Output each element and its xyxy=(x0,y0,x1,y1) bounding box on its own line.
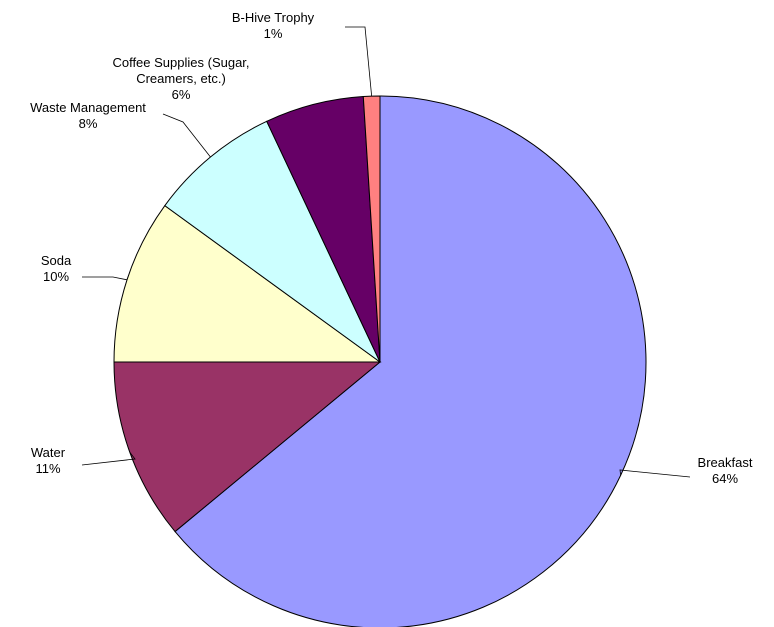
slice-label-b-hive-trophy: B-Hive Trophy 1% xyxy=(232,10,315,41)
slice-label-water: Water 11% xyxy=(31,445,66,476)
slice-name-label: Water xyxy=(31,445,66,460)
slice-name-label: Breakfast xyxy=(698,455,753,470)
slice-name-label: Coffee Supplies (Sugar, xyxy=(112,55,249,70)
slice-label-breakfast: Breakfast 64% xyxy=(698,455,753,486)
slice-name-label: Creamers, etc.) xyxy=(136,71,226,86)
slice-percent-label: 6% xyxy=(172,87,191,102)
pie-slices xyxy=(113,95,647,627)
slice-percent-label: 10% xyxy=(43,269,69,284)
pie-slice-soda xyxy=(113,204,382,363)
slice-labels: Breakfast 64% Water 11% Soda 10% Waste Managem… xyxy=(30,10,753,486)
slice-percent-label: 64% xyxy=(712,471,738,486)
slice-percent-label: 8% xyxy=(79,116,98,131)
pie-slice-water xyxy=(113,361,382,533)
slice-label-waste-management: Waste Management 8% xyxy=(30,100,146,131)
leader-line-breakfast xyxy=(619,469,691,478)
leader-lines xyxy=(81,26,691,478)
pie-slice-b-hive-trophy xyxy=(362,95,381,363)
leader-line-water xyxy=(81,451,136,466)
slice-label-coffee-supplies-sugar-creamers-etc: Coffee Supplies (Sugar, Creamers, etc.) 6% xyxy=(112,55,249,102)
slice-name-label: Waste Management xyxy=(30,100,146,115)
leader-line-waste-management xyxy=(162,113,211,158)
slice-name-label: B-Hive Trophy xyxy=(232,10,315,25)
leader-line-soda xyxy=(82,276,128,281)
slice-name-label: Soda xyxy=(41,253,72,268)
slice-label-soda: Soda 10% xyxy=(41,253,72,284)
slice-percent-label: 1% xyxy=(264,26,283,41)
slice-percent-label: 11% xyxy=(35,461,60,476)
leader-line-b-hive-trophy xyxy=(345,26,373,97)
